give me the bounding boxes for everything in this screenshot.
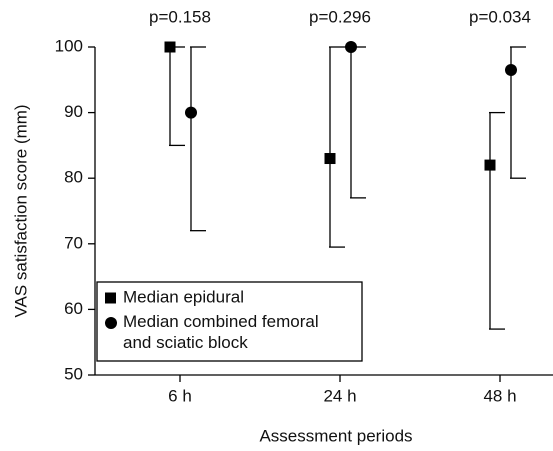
p-value: p=0.158: [149, 7, 211, 26]
x-tick-label: 6 h: [168, 386, 192, 405]
legend-marker: [105, 292, 116, 304]
x-tick-label: 48 h: [483, 386, 516, 405]
p-value: p=0.034: [469, 7, 531, 26]
legend-box: [96, 281, 363, 362]
y-axis-label: VAS satisfaction score (mm): [11, 104, 30, 317]
y-tick-label: 100: [55, 36, 83, 55]
legend-line: Median combined femoral: [123, 312, 319, 331]
x-tick-label: 24 h: [323, 386, 356, 405]
y-tick-label: 90: [64, 102, 83, 121]
x-axis-label: Assessment periods: [259, 426, 412, 445]
median-point: [185, 106, 197, 119]
y-tick-label: 80: [64, 168, 83, 187]
y-tick-label: 60: [64, 299, 83, 318]
legend-line: and sciatic block: [123, 333, 248, 352]
legend-label: Median combined femoral and sciatic block: [123, 312, 319, 352]
legend-label: Median epidural: [123, 287, 244, 306]
y-tick-label: 50: [64, 364, 83, 383]
median-point: [324, 153, 336, 165]
p-value: p=0.296: [309, 7, 371, 26]
median-point: [484, 159, 496, 171]
median-point: [505, 63, 517, 76]
median-point: [345, 41, 357, 53]
y-tick-label: 70: [64, 233, 83, 252]
legend-marker: [105, 317, 117, 329]
median-point: [164, 41, 176, 53]
